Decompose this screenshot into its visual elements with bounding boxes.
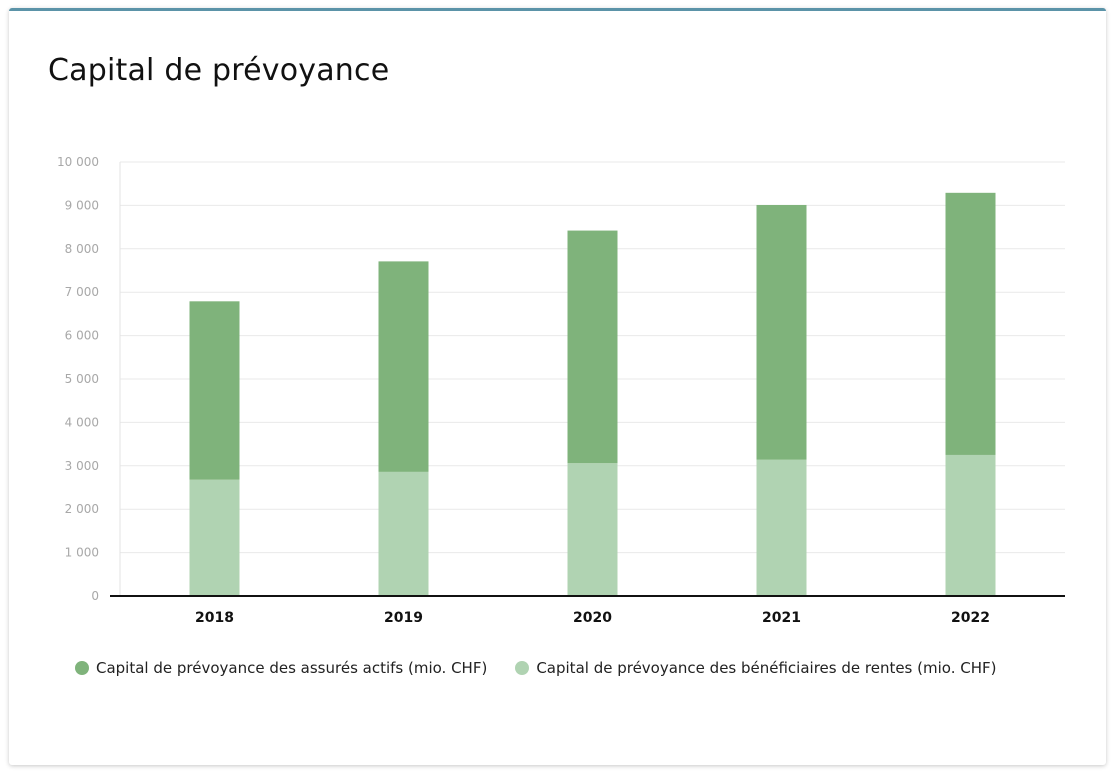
legend-swatch-icon (515, 661, 530, 675)
y-tick-label: 0 (91, 589, 99, 603)
bar-2019-series-1 (378, 261, 429, 472)
chart-legend: Capital de prévoyance des assurés actifs… (75, 659, 1024, 677)
chart-card: Capital de prévoyance 0 1 000 2 000 3 000 4 … (9, 8, 1106, 765)
y-tick-label: 10 000 (57, 155, 99, 169)
x-axis-labels: 2018 2019 2020 2021 2022 (195, 610, 990, 626)
bar-2021-series-1 (756, 204, 807, 460)
y-axis-ticks: 0 1 000 2 000 3 000 4 000 5 000 6 000 7 000 8 00… (57, 155, 99, 603)
bar-2020-series-1 (567, 230, 618, 464)
x-tick-label-2022: 2022 (951, 610, 990, 626)
x-tick-label-2018: 2018 (195, 610, 234, 626)
chart-title: Capital de prévoyance (48, 53, 390, 88)
y-tick-label: 7 000 (65, 285, 99, 299)
y-tick-label: 4 000 (65, 415, 99, 429)
legend-swatch-icon (75, 661, 89, 675)
bar-2020-series-0 (567, 463, 618, 596)
y-tick-label: 9 000 (65, 198, 99, 212)
legend-label: Capital de prévoyance des assurés actifs… (96, 659, 488, 677)
legend-label: Capital de prévoyance des bénéficiaires … (536, 659, 997, 677)
x-tick-label-2021: 2021 (762, 610, 801, 626)
x-tick-label-2020: 2020 (573, 610, 612, 626)
y-tick-label: 5 000 (65, 372, 99, 386)
y-tick-label: 3 000 (65, 459, 99, 473)
stacked-bar-chart: 0 1 000 2 000 3 000 4 000 5 000 6 000 7 000 8 00… (57, 155, 1065, 626)
legend-item[interactable]: Capital de prévoyance des assurés actifs… (75, 659, 487, 677)
y-tick-label: 2 000 (65, 502, 99, 516)
bar-2022-series-1 (945, 192, 996, 455)
bars (189, 192, 996, 596)
bar-2018-series-0 (189, 479, 240, 596)
bar-2021-series-0 (756, 459, 807, 596)
y-tick-label: 1 000 (65, 546, 99, 560)
x-tick-label-2019: 2019 (384, 610, 423, 626)
y-tick-label: 6 000 (65, 329, 99, 343)
bar-2018-series-1 (189, 301, 240, 480)
bar-2019-series-0 (378, 471, 429, 596)
bar-2022-series-0 (945, 454, 996, 596)
legend-item[interactable]: Capital de prévoyance des bénéficiaires … (515, 659, 996, 677)
y-tick-label: 8 000 (65, 242, 99, 256)
